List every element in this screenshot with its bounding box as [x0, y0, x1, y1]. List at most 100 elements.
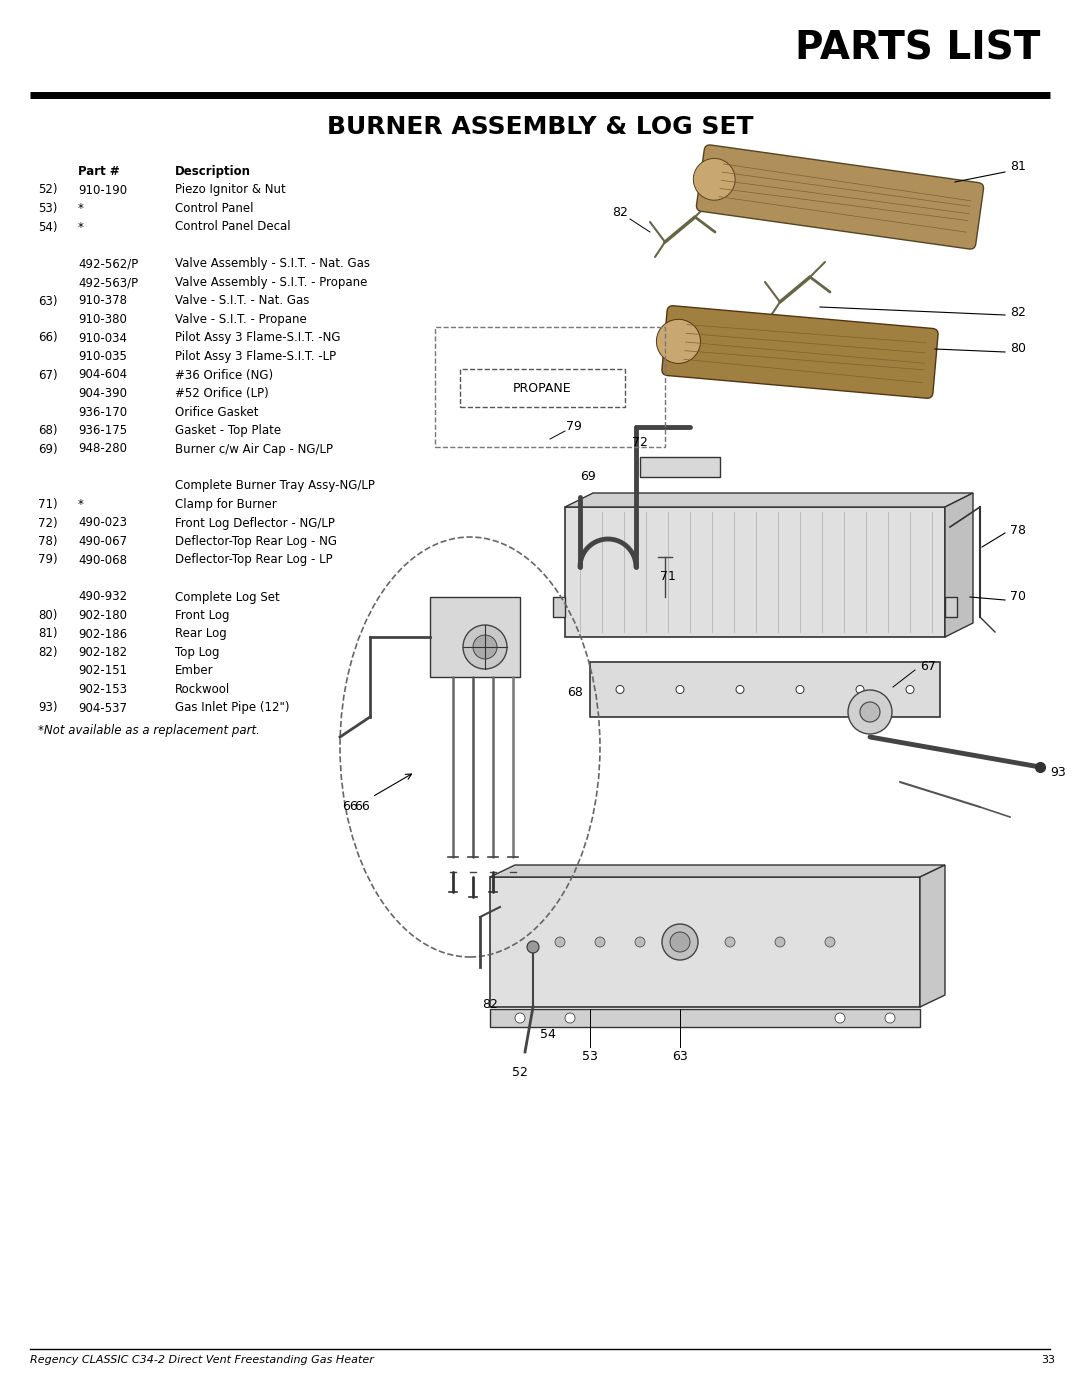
- Circle shape: [515, 1013, 525, 1023]
- Bar: [945, 597, 957, 617]
- Text: 53): 53): [38, 203, 57, 215]
- Circle shape: [565, 1013, 575, 1023]
- Text: #52 Orifice (LP): #52 Orifice (LP): [175, 387, 269, 400]
- Circle shape: [616, 686, 624, 693]
- Text: 902-182: 902-182: [78, 645, 127, 659]
- Text: 936-170: 936-170: [78, 405, 127, 419]
- Text: 79: 79: [566, 419, 582, 433]
- Text: *Not available as a replacement part.: *Not available as a replacement part.: [38, 724, 260, 738]
- Text: 82: 82: [1010, 306, 1026, 319]
- Text: 93): 93): [38, 701, 57, 714]
- Circle shape: [825, 937, 835, 947]
- Circle shape: [735, 686, 744, 693]
- Text: 69): 69): [38, 443, 57, 455]
- Text: 902-153: 902-153: [78, 683, 127, 696]
- Text: 67): 67): [38, 369, 57, 381]
- Text: 82: 82: [612, 205, 627, 218]
- Text: *: *: [78, 221, 84, 233]
- Text: 904-537: 904-537: [78, 701, 127, 714]
- Text: 72: 72: [632, 436, 648, 448]
- Polygon shape: [640, 457, 720, 476]
- Text: 93: 93: [1050, 766, 1066, 778]
- Text: 492-563/P: 492-563/P: [78, 277, 138, 289]
- Text: Orifice Gasket: Orifice Gasket: [175, 405, 258, 419]
- Text: Burner c/w Air Cap - NG/LP: Burner c/w Air Cap - NG/LP: [175, 443, 333, 455]
- Text: Control Panel Decal: Control Panel Decal: [175, 221, 291, 233]
- Text: 81: 81: [1010, 161, 1026, 173]
- Text: Rockwool: Rockwool: [175, 683, 230, 696]
- Polygon shape: [565, 493, 973, 507]
- Circle shape: [775, 937, 785, 947]
- Circle shape: [796, 686, 804, 693]
- Text: Regency CLASSIC C34-2 Direct Vent Freestanding Gas Heater: Regency CLASSIC C34-2 Direct Vent Freest…: [30, 1355, 374, 1365]
- Text: 910-034: 910-034: [78, 331, 127, 345]
- Text: #36 Orifice (NG): #36 Orifice (NG): [175, 369, 273, 381]
- Text: 68: 68: [567, 686, 583, 698]
- Text: 67: 67: [920, 661, 936, 673]
- Bar: [565, 507, 945, 637]
- Text: 910-380: 910-380: [78, 313, 126, 326]
- Text: 81): 81): [38, 627, 57, 640]
- Text: Gas Inlet Pipe (12"): Gas Inlet Pipe (12"): [175, 701, 289, 714]
- Text: Valve Assembly - S.I.T. - Propane: Valve Assembly - S.I.T. - Propane: [175, 277, 367, 289]
- Text: 66: 66: [342, 800, 357, 813]
- Text: 490-023: 490-023: [78, 517, 127, 529]
- Bar: [460, 369, 625, 407]
- Text: *: *: [78, 497, 84, 511]
- Text: 910-035: 910-035: [78, 351, 126, 363]
- Circle shape: [595, 937, 605, 947]
- Text: 79): 79): [38, 553, 57, 567]
- Bar: [590, 662, 940, 717]
- Text: Rear Log: Rear Log: [175, 627, 227, 640]
- Text: 948-280: 948-280: [78, 443, 127, 455]
- Text: Deflector-Top Rear Log - NG: Deflector-Top Rear Log - NG: [175, 535, 337, 548]
- Circle shape: [860, 703, 880, 722]
- Circle shape: [662, 923, 698, 960]
- Bar: [553, 597, 565, 617]
- Text: 78): 78): [38, 535, 57, 548]
- Text: 492-562/P: 492-562/P: [78, 257, 138, 271]
- Circle shape: [657, 320, 701, 363]
- Text: 71: 71: [660, 570, 676, 584]
- Text: 490-932: 490-932: [78, 591, 127, 604]
- Circle shape: [835, 1013, 845, 1023]
- Text: 53: 53: [582, 1051, 598, 1063]
- Text: Pilot Assy 3 Flame-S.I.T. -LP: Pilot Assy 3 Flame-S.I.T. -LP: [175, 351, 336, 363]
- Text: 910-190: 910-190: [78, 183, 127, 197]
- Text: 52: 52: [512, 1066, 528, 1078]
- Text: 80: 80: [1010, 342, 1026, 355]
- Text: 72): 72): [38, 517, 57, 529]
- Text: 52): 52): [38, 183, 57, 197]
- Text: 68): 68): [38, 425, 57, 437]
- Circle shape: [473, 636, 497, 659]
- Text: 69: 69: [580, 471, 596, 483]
- Text: Pilot Assy 3 Flame-S.I.T. -NG: Pilot Assy 3 Flame-S.I.T. -NG: [175, 331, 340, 345]
- Text: Gasket - Top Plate: Gasket - Top Plate: [175, 425, 281, 437]
- Text: BURNER ASSEMBLY & LOG SET: BURNER ASSEMBLY & LOG SET: [327, 115, 753, 138]
- Text: Part #: Part #: [78, 165, 120, 177]
- Text: 904-604: 904-604: [78, 369, 127, 381]
- Circle shape: [670, 932, 690, 951]
- Circle shape: [856, 686, 864, 693]
- Circle shape: [725, 937, 735, 947]
- Circle shape: [906, 686, 914, 693]
- Text: Description: Description: [175, 165, 251, 177]
- Text: Valve Assembly - S.I.T. - Nat. Gas: Valve Assembly - S.I.T. - Nat. Gas: [175, 257, 370, 271]
- Text: 66: 66: [354, 800, 369, 813]
- Bar: [490, 877, 920, 1007]
- Bar: [435, 327, 665, 447]
- Text: 63: 63: [672, 1051, 688, 1063]
- Text: 54): 54): [38, 221, 57, 233]
- Text: Control Panel: Control Panel: [175, 203, 254, 215]
- Text: 490-068: 490-068: [78, 553, 127, 567]
- Text: Complete Log Set: Complete Log Set: [175, 591, 280, 604]
- Text: 936-175: 936-175: [78, 425, 127, 437]
- Text: 910-378: 910-378: [78, 295, 127, 307]
- Circle shape: [848, 690, 892, 733]
- Circle shape: [635, 937, 645, 947]
- Text: Front Log Deflector - NG/LP: Front Log Deflector - NG/LP: [175, 517, 335, 529]
- Text: Top Log: Top Log: [175, 645, 219, 659]
- Polygon shape: [945, 493, 973, 637]
- Text: Piezo Ignitor & Nut: Piezo Ignitor & Nut: [175, 183, 286, 197]
- Text: Valve - S.I.T. - Propane: Valve - S.I.T. - Propane: [175, 313, 307, 326]
